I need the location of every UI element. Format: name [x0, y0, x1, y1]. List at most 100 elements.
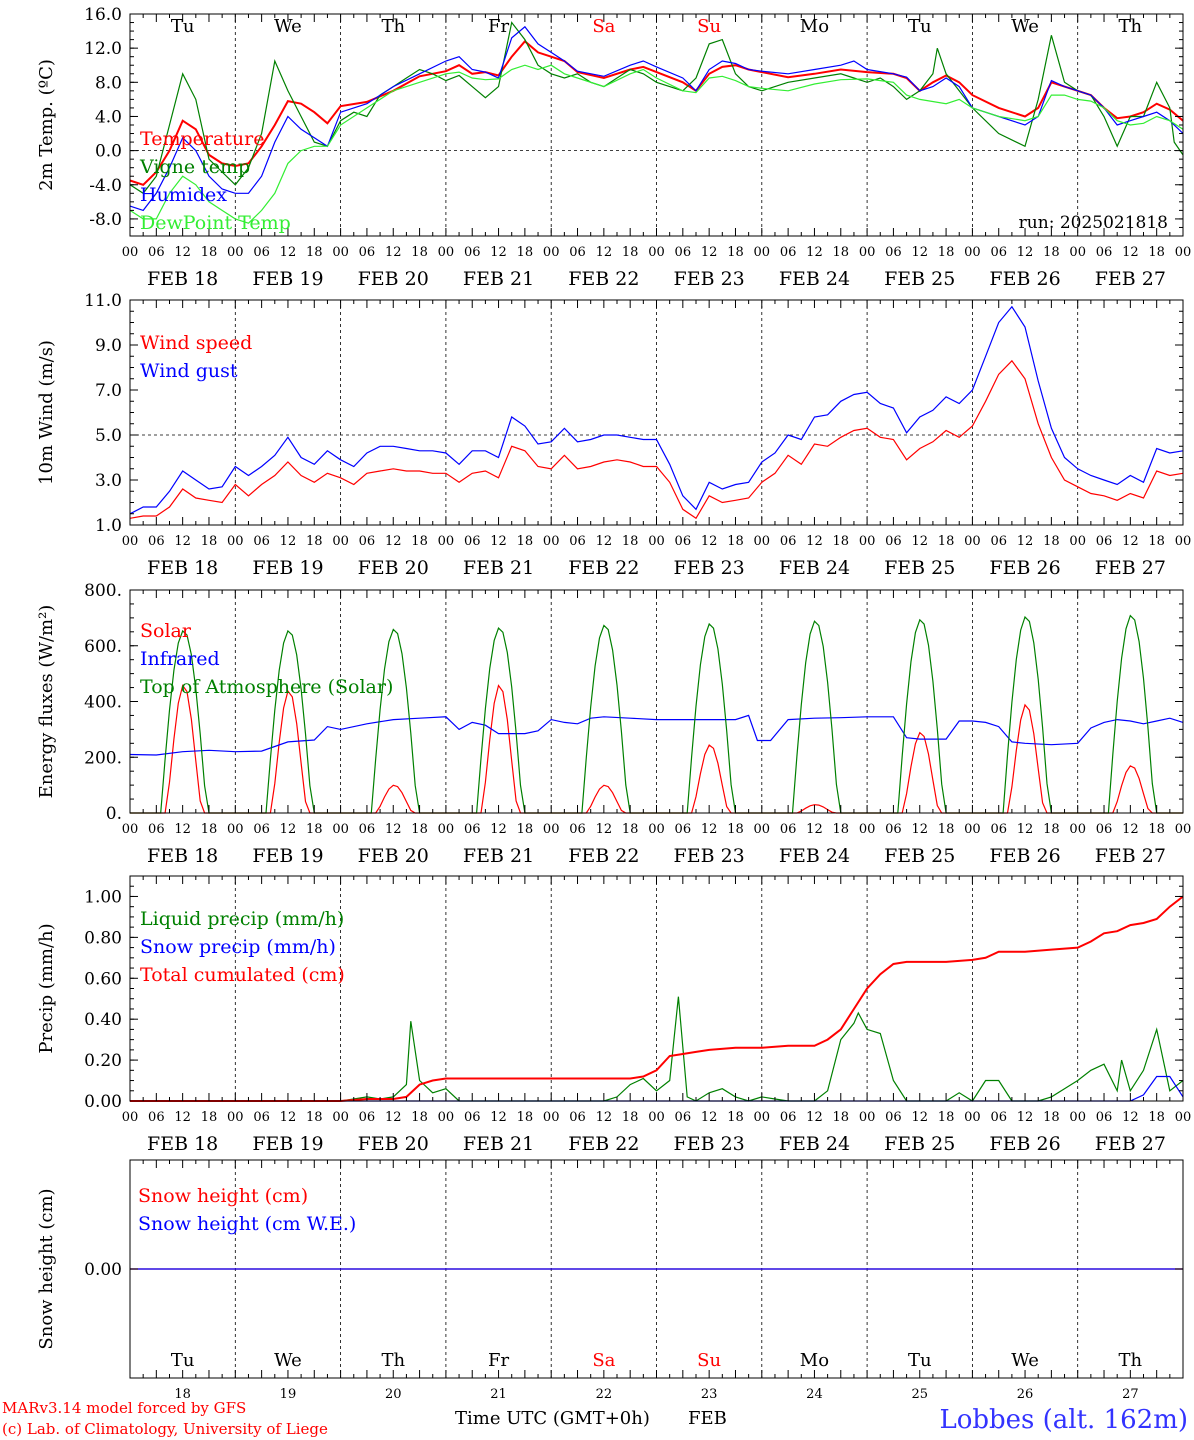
hour-tick-label: 18: [306, 822, 323, 837]
hour-tick-label: 00: [648, 245, 665, 260]
y-tick-label: 0.: [106, 804, 122, 824]
y-tick-label: 0.00: [84, 1092, 122, 1112]
y-tick-label: 0.80: [84, 928, 122, 948]
hour-tick-label: 18: [411, 1110, 428, 1125]
hour-tick-label: 06: [990, 822, 1007, 837]
hour-tick-label: 12: [806, 1110, 823, 1125]
hour-tick-label: 06: [885, 534, 902, 549]
date-label: FEB 23: [674, 845, 745, 867]
hour-tick-label: 06: [885, 245, 902, 260]
run-label: run: 2025021818: [1019, 213, 1168, 233]
hour-tick-label: 00: [754, 1110, 771, 1125]
date-label: FEB 26: [989, 1133, 1060, 1155]
hour-tick-label: 18: [517, 822, 534, 837]
hour-tick-label: 18: [727, 1110, 744, 1125]
hour-tick-label: 18: [833, 245, 850, 260]
y-tick-label: 0.40: [84, 1010, 122, 1030]
y-tick-label: 600.: [84, 637, 122, 657]
hour-tick-label: 00: [859, 822, 876, 837]
hour-tick-label: 12: [1017, 245, 1034, 260]
hour-tick-label: 00: [438, 245, 455, 260]
legend-entry: Wind gust: [140, 360, 238, 382]
hour-tick-label: 06: [1096, 245, 1113, 260]
hour-tick-label: 00: [964, 822, 981, 837]
hour-tick-label: 12: [280, 1110, 297, 1125]
series-line: [129, 21, 1184, 195]
date-label: FEB 20: [358, 268, 429, 290]
y-tick-label: -8.0: [89, 210, 122, 230]
legend-entry: Top of Atmosphere (Solar): [140, 676, 393, 698]
hour-tick-label: 06: [253, 534, 270, 549]
weekday-label: Th: [1119, 16, 1143, 37]
hour-tick-label: 06: [675, 822, 692, 837]
date-label: FEB 18: [147, 268, 218, 290]
date-label: FEB 23: [674, 557, 745, 579]
hour-tick-label: 00: [754, 245, 771, 260]
y-tick-label: 400.: [84, 693, 122, 713]
y-tick-label: 8.0: [95, 73, 122, 93]
date-label: FEB 20: [358, 557, 429, 579]
hour-tick-label: 06: [359, 1110, 376, 1125]
date-label: FEB 21: [463, 1133, 534, 1155]
series-line: [130, 895, 1184, 1102]
hour-tick-label: 12: [280, 822, 297, 837]
y-tick-label: 0.0: [95, 142, 122, 162]
hour-tick-label: 12: [806, 534, 823, 549]
hour-tick-label: 00: [1069, 1110, 1086, 1125]
hour-tick-label: 00: [859, 534, 876, 549]
date-label: FEB 19: [252, 557, 323, 579]
legend-entry: Snow height (cm W.E.): [138, 1213, 356, 1235]
hour-tick-label: 06: [148, 1110, 165, 1125]
hour-tick-label: 00: [859, 1110, 876, 1125]
hour-tick-label: 12: [490, 1110, 507, 1125]
hour-tick-label: 12: [596, 245, 613, 260]
hour-tick-label: 06: [780, 822, 797, 837]
series-line: [129, 305, 1184, 515]
hour-tick-label: 18: [306, 534, 323, 549]
hour-tick-label: 12: [1017, 534, 1034, 549]
y-tick-label: 11.0: [84, 291, 122, 311]
weekday-label: Sa: [592, 1350, 615, 1371]
date-label: FEB 27: [1095, 268, 1166, 290]
day-number-label: 20: [385, 1387, 402, 1402]
hour-tick-label: 12: [1122, 1110, 1139, 1125]
x-axis-month: FEB: [688, 1408, 727, 1429]
hour-tick-label: 18: [938, 245, 955, 260]
hour-tick-label: 12: [280, 245, 297, 260]
y-tick-label: 1.0: [95, 516, 122, 536]
date-label: FEB 24: [779, 557, 850, 579]
hour-tick-label: 00: [438, 534, 455, 549]
hour-tick-label: 06: [569, 822, 586, 837]
hour-tick-label: 18: [622, 245, 639, 260]
panel-2: 1.0 3.0 5.0 7.0 9.0 11.0 10m Wind (m/s) Wind sp…: [36, 291, 1191, 579]
hour-tick-label: 12: [385, 1110, 402, 1125]
series-line: [129, 25, 1184, 212]
date-label: FEB 18: [147, 845, 218, 867]
date-label: FEB 21: [463, 845, 534, 867]
date-label: FEB 25: [884, 1133, 955, 1155]
hour-tick-label: 12: [1122, 245, 1139, 260]
hour-tick-label: 18: [1043, 1110, 1060, 1125]
date-label: FEB 21: [463, 268, 534, 290]
day-number-label: 23: [701, 1387, 718, 1402]
weekday-label: We: [274, 1350, 302, 1371]
date-label: FEB 25: [884, 845, 955, 867]
hour-tick-label: 18: [727, 534, 744, 549]
hour-tick-label: 00: [438, 1110, 455, 1125]
weekday-label: We: [1011, 1350, 1039, 1371]
hour-tick-label: 18: [306, 1110, 323, 1125]
y-tick-label: 800.: [84, 581, 122, 601]
hour-tick-label: 06: [990, 1110, 1007, 1125]
hour-tick-label: 18: [833, 1110, 850, 1125]
date-label: FEB 18: [147, 1133, 218, 1155]
hour-tick-label: 06: [675, 534, 692, 549]
hour-tick-label: 00: [648, 1110, 665, 1125]
footer-copyright-line: (c) Lab. of Climatology, University of L…: [2, 1420, 328, 1438]
hour-tick-label: 12: [490, 822, 507, 837]
day-number-label: 24: [806, 1387, 823, 1402]
hour-tick-label: 18: [411, 245, 428, 260]
hour-tick-label: 06: [990, 245, 1007, 260]
hour-tick-label: 00: [122, 1110, 139, 1125]
hour-tick-label: 06: [675, 1110, 692, 1125]
